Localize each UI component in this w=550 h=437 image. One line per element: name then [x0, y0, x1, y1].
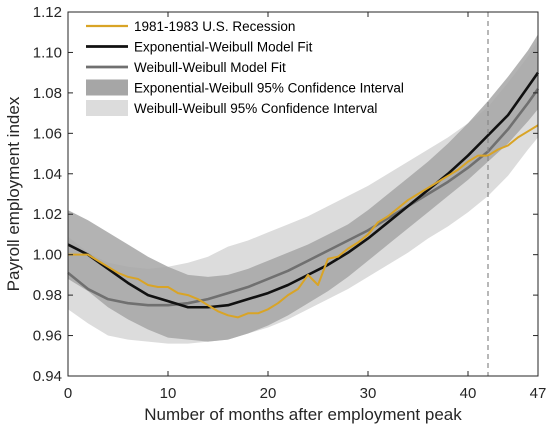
legend-label: Weibull-Weibull Model Fit — [134, 60, 286, 75]
y-tick-label: 1.04 — [33, 166, 62, 183]
y-axis-label: Payroll employment index — [4, 96, 23, 291]
series-line-1981-1983-u-s-recession — [68, 124, 539, 319]
series-lines — [67, 71, 540, 319]
x-tick-label: 30 — [360, 385, 377, 402]
y-tick-label: 1.02 — [33, 206, 62, 223]
y-tick-label: 0.96 — [33, 328, 62, 345]
legend: 1981-1983 U.S. Recession Exponential-Weib… — [86, 19, 404, 116]
x-tick-label: 20 — [260, 385, 277, 402]
legend-swatch — [86, 79, 128, 96]
x-tick-label: 47 — [530, 385, 547, 402]
x-tick-label: 40 — [460, 385, 477, 402]
x-axis-label: Number of months after employment peak — [144, 405, 462, 424]
legend-label: Exponential-Weibull 95% Confidence Inter… — [134, 81, 404, 96]
y-tick-label: 0.94 — [33, 368, 62, 385]
y-tick-label: 1.08 — [33, 85, 62, 102]
series-line-weibull-weibull-model-fit — [67, 88, 540, 307]
x-tick-label: 10 — [160, 385, 177, 402]
y-tick-label: 1.00 — [33, 247, 62, 264]
x-axis-ticks: 0 10 20 30 40 47 — [64, 12, 547, 402]
legend-label: Weibull-Weibull 95% Confidence Interval — [134, 101, 377, 116]
band-exponential-weibull-95-confidence-interval — [68, 34, 538, 342]
y-tick-label: 0.98 — [33, 287, 62, 304]
legend-swatch — [86, 100, 128, 116]
plot-area-frame — [67, 11, 539, 377]
y-axis-ticks: 0.94 0.96 0.98 1.00 1.02 1.04 1.06 1.08 1.10 1.12 — [33, 4, 538, 385]
legend-label: Exponential-Weibull Model Fit — [134, 40, 313, 55]
y-tick-label: 1.10 — [33, 44, 62, 61]
band-weibull-weibull-95-confidence-interval — [68, 40, 538, 344]
legend-label: 1981-1983 U.S. Recession — [134, 19, 295, 34]
confidence-bands — [68, 34, 538, 344]
x-tick-label: 0 — [64, 385, 72, 402]
y-tick-label: 1.06 — [33, 125, 62, 142]
y-tick-label: 1.12 — [33, 4, 62, 21]
